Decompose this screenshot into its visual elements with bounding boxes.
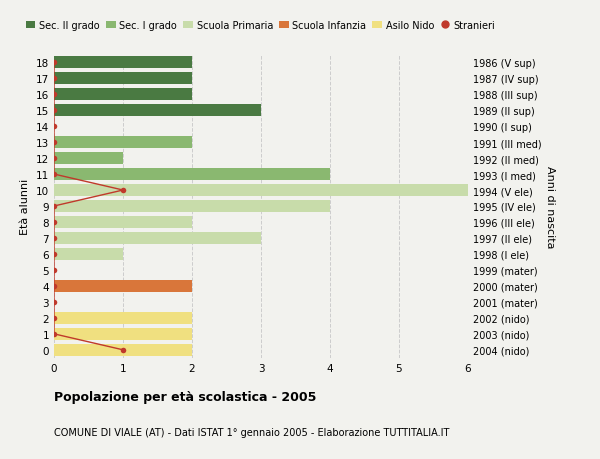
Bar xyxy=(54,89,192,101)
Bar xyxy=(54,185,468,196)
Bar xyxy=(54,137,192,149)
Text: COMUNE DI VIALE (AT) - Dati ISTAT 1° gennaio 2005 - Elaborazione TUTTITALIA.IT: COMUNE DI VIALE (AT) - Dati ISTAT 1° gen… xyxy=(54,427,449,437)
Bar xyxy=(54,153,123,165)
Legend: Sec. II grado, Sec. I grado, Scuola Primaria, Scuola Infanzia, Asilo Nido, Stran: Sec. II grado, Sec. I grado, Scuola Prim… xyxy=(26,21,496,31)
Y-axis label: Anni di nascita: Anni di nascita xyxy=(545,165,556,248)
Bar xyxy=(54,232,261,244)
Bar xyxy=(54,328,192,340)
Text: Popolazione per età scolastica - 2005: Popolazione per età scolastica - 2005 xyxy=(54,390,316,403)
Bar xyxy=(54,217,192,229)
Bar xyxy=(54,73,192,85)
Bar xyxy=(54,312,192,324)
Y-axis label: Età alunni: Età alunni xyxy=(20,179,31,235)
Bar xyxy=(54,105,261,117)
Bar xyxy=(54,280,192,292)
Bar xyxy=(54,248,123,260)
Bar xyxy=(54,57,192,69)
Bar xyxy=(54,169,330,181)
Bar xyxy=(54,201,330,213)
Bar xyxy=(54,344,192,356)
